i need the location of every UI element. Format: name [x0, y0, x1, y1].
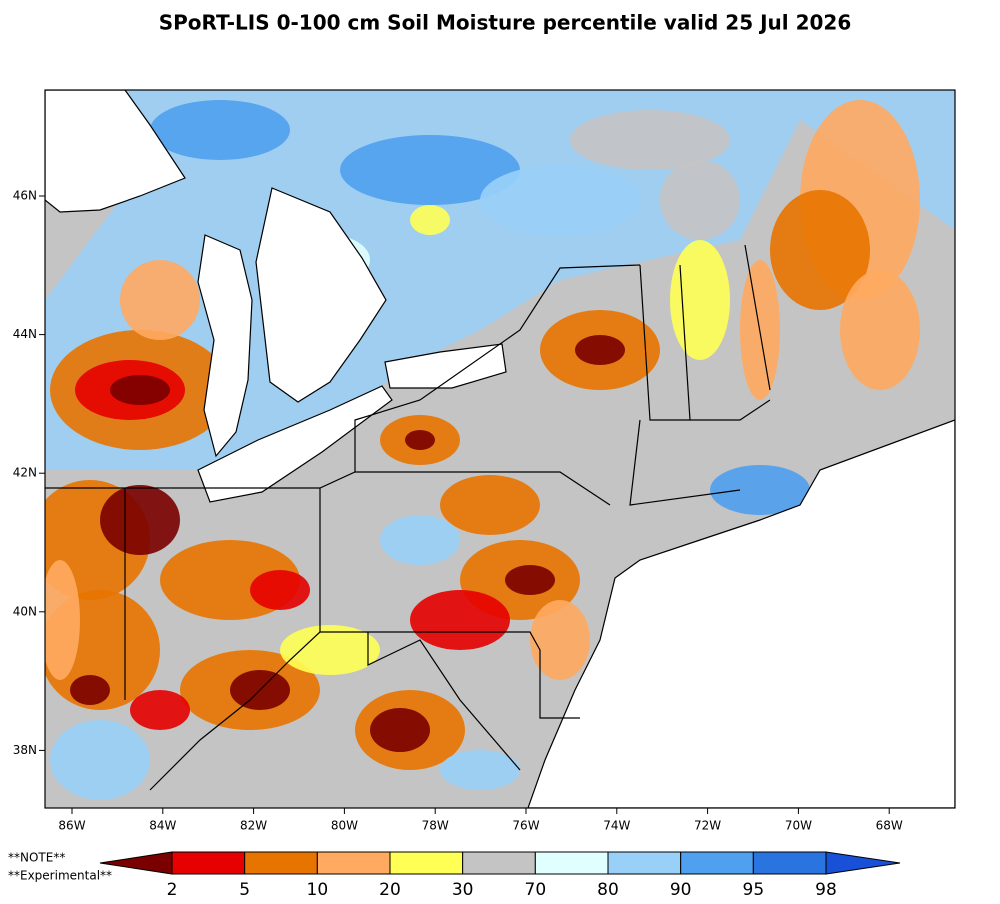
water-body — [384, 343, 507, 389]
state-border — [149, 631, 321, 791]
note: **NOTE** — [8, 851, 65, 865]
colorbar-segment — [607, 851, 682, 875]
moisture-region — [130, 690, 190, 730]
state-border — [744, 244, 771, 391]
water-body — [197, 234, 253, 458]
state-border — [629, 419, 741, 506]
colorbar-label: 70 — [525, 880, 547, 900]
state-border — [679, 264, 691, 421]
colorbar-segment — [534, 851, 609, 875]
moisture-region — [150, 100, 290, 160]
lon-label: 78W — [422, 819, 449, 833]
lon-label: 74W — [603, 819, 630, 833]
map-area — [45, 90, 955, 808]
lat-label: 42N — [13, 466, 37, 480]
colorbar-segment — [316, 851, 391, 875]
colorbar-segment — [244, 851, 318, 875]
colorbar-segment — [752, 851, 827, 875]
moisture-region — [570, 110, 730, 170]
colorbar-segment — [680, 851, 754, 875]
colorbar-arrow — [825, 851, 901, 875]
lon-label: 84W — [149, 819, 176, 833]
water-body — [527, 419, 955, 808]
colorbar-label: 10 — [307, 880, 329, 900]
moisture-region — [575, 335, 625, 365]
colorbar-segment — [171, 851, 246, 875]
moisture-region — [250, 570, 310, 610]
colorbar-label: 98 — [815, 880, 837, 900]
lat-label: 44N — [13, 327, 37, 341]
moisture-region — [840, 270, 920, 390]
moisture-region — [530, 600, 590, 680]
moisture-region — [100, 485, 180, 555]
state-border — [354, 264, 641, 472]
colorbar-label: 95 — [743, 880, 765, 900]
colorbar-label: 80 — [597, 880, 619, 900]
lon-label: 82W — [240, 819, 267, 833]
moisture-region — [440, 750, 520, 790]
lon-label: 80W — [331, 819, 358, 833]
moisture-region — [770, 190, 870, 310]
water-body — [255, 187, 387, 403]
moisture-region — [660, 160, 740, 240]
moisture-region — [410, 205, 450, 235]
moisture-region — [70, 675, 110, 705]
lon-label: 68W — [876, 819, 903, 833]
lat-label: 40N — [13, 604, 37, 618]
moisture-region — [670, 240, 730, 360]
moisture-region — [280, 625, 380, 675]
moisture-region — [505, 565, 555, 595]
lon-label: 86W — [58, 819, 85, 833]
colorbar-segment — [462, 851, 536, 875]
lon-label: 70W — [785, 819, 812, 833]
moisture-region — [380, 515, 460, 565]
state-border — [367, 632, 521, 771]
colorbar-label: 90 — [670, 880, 692, 900]
lat-label: 46N — [13, 189, 37, 203]
state-border — [639, 264, 771, 421]
colorbar-label: 5 — [239, 880, 250, 900]
moisture-region — [405, 430, 435, 450]
moisture-region — [50, 720, 150, 800]
moisture-region — [410, 590, 510, 650]
water-body — [197, 385, 393, 503]
lat-label: 38N — [13, 743, 37, 757]
map-frame — [44, 89, 956, 809]
colorbar-label: 30 — [452, 880, 474, 900]
moisture-region — [480, 165, 640, 235]
moisture-region — [370, 708, 430, 752]
state-border — [319, 488, 580, 719]
lon-label: 72W — [694, 819, 721, 833]
moisture-region — [340, 135, 520, 205]
water-body — [45, 90, 186, 213]
moisture-region — [710, 465, 810, 515]
lon-label: 76W — [512, 819, 539, 833]
colorbar-label: 2 — [167, 880, 178, 900]
title: SPoRT-LIS 0-100 cm Soil Moisture percent… — [159, 11, 852, 35]
colorbar-segment — [389, 851, 464, 875]
moisture-region — [45, 560, 80, 680]
moisture-region — [440, 475, 540, 535]
note: **Experimental** — [8, 869, 112, 883]
moisture-region — [110, 375, 170, 405]
moisture-region — [120, 260, 200, 340]
colorbar-label: 20 — [379, 880, 401, 900]
